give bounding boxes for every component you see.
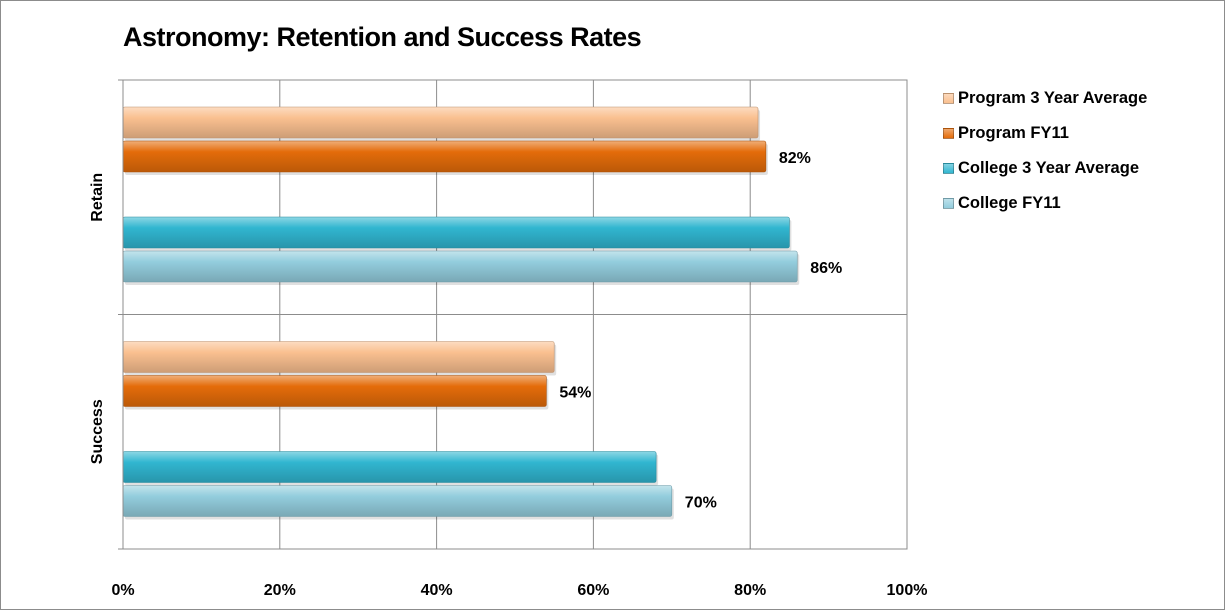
legend-label: Program FY11: [958, 123, 1069, 142]
legend-swatch: [943, 197, 954, 209]
data-label: 70%: [685, 495, 717, 512]
legend-item: College 3 Year Average: [943, 157, 1147, 179]
data-label: 86%: [810, 260, 842, 277]
legend-swatch: [943, 162, 954, 174]
x-tick-label: 100%: [887, 582, 928, 599]
bar-success-college-3-year-average: [122, 451, 657, 483]
bar-success-college-fy11: [122, 485, 673, 517]
x-tick-label: 60%: [577, 582, 609, 599]
x-tick-label: 0%: [111, 582, 134, 599]
legend-label: College 3 Year Average: [958, 158, 1139, 177]
bar-retain-program-3-year-average: [122, 106, 759, 139]
category-label: Success: [89, 399, 106, 464]
category-label: Retain: [89, 173, 106, 222]
x-tick-label: 20%: [264, 582, 296, 599]
bar-retain-college-3-year-average: [122, 216, 790, 249]
chart-title: Astronomy: Retention and Success Rates: [123, 22, 642, 52]
bar-success-program-3-year-average: [122, 341, 555, 373]
legend-swatch: [943, 92, 954, 104]
legend-label: Program 3 Year Average: [958, 88, 1148, 107]
legend-label: College FY11: [958, 193, 1061, 212]
legend-swatch: [943, 127, 954, 139]
bar-success-program-fy11: [122, 375, 547, 407]
x-tick-label: 80%: [734, 582, 766, 599]
bar-retain-program-fy11: [122, 140, 767, 173]
x-tick-label: 40%: [421, 582, 453, 599]
bar-retain-college-fy11: [122, 250, 798, 283]
data-label: 82%: [779, 150, 811, 167]
legend-item: Program FY11: [943, 122, 1147, 144]
data-label: 54%: [559, 385, 591, 402]
legend-item: College FY11: [943, 192, 1147, 214]
legend-item: Program 3 Year Average: [943, 87, 1147, 109]
chart-legend: Program 3 Year Average Program FY11 Colleg…: [943, 87, 1147, 227]
